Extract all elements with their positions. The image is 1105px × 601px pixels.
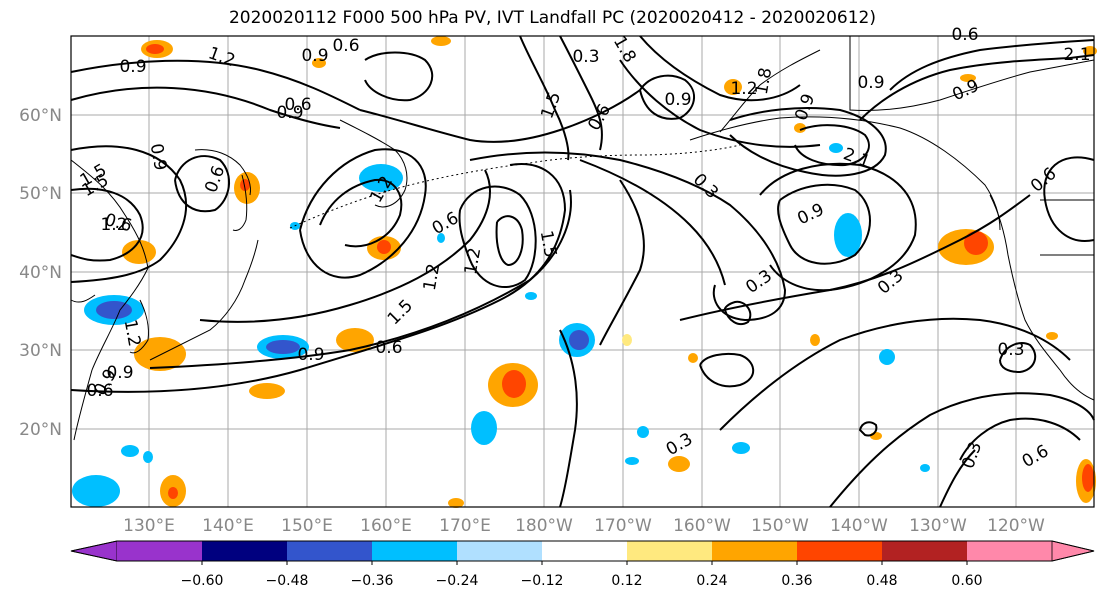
longitude-label: 140°W	[830, 516, 888, 536]
colorbar-tick-label: 0.12	[611, 573, 642, 589]
contour-label: 0.9	[276, 103, 303, 123]
colorbar-tick-label: −0.36	[351, 573, 394, 589]
pv-shading	[72, 36, 1097, 508]
contour-label: 0.9	[664, 90, 691, 110]
longitude-label: 130°W	[909, 516, 967, 536]
contour-label: 1.5	[536, 229, 560, 259]
longitude-label: 180°W	[515, 516, 573, 536]
colorbar-tick-label: 0.24	[696, 573, 727, 589]
graticule	[71, 36, 1094, 507]
contour-label: 1.2	[100, 215, 127, 235]
map-frame	[70, 35, 1095, 508]
latitude-label: 40°N	[19, 263, 62, 283]
contour-label: 0.3	[997, 340, 1024, 360]
contour-label: 0.3	[572, 47, 599, 67]
map-title: 2020020112 F000 500 hPa PV, IVT Landfall…	[228, 8, 876, 28]
colorbar-tick-label: 0.36	[781, 573, 812, 589]
latitude-labels: 60°N 50°N 40°N 30°N 20°N	[19, 106, 62, 440]
colorbar-segment	[287, 541, 372, 561]
contour-label: 1.8	[752, 66, 776, 96]
longitude-label: 150°E	[281, 516, 333, 536]
colorbar-segment	[117, 541, 202, 561]
contour-label: 0.9	[297, 345, 324, 365]
contour-label: 1.2	[420, 262, 444, 292]
colorbar-tick-labels: −0.60 −0.48 −0.36 −0.24 −0.12 0.12 0.24 0.36 0.4…	[181, 561, 983, 589]
contour-label: 1.2	[120, 318, 144, 348]
colorbar-tick-label: −0.12	[521, 573, 564, 589]
longitude-labels: 130°E 140°E 150°E 160°E 170°E 180°W 170°W 160°W…	[123, 516, 1045, 536]
colorbar-extend-min	[70, 540, 118, 562]
colorbar	[70, 540, 1095, 562]
contour-label: 0.6	[284, 95, 311, 115]
contour-label: 1.2	[461, 246, 485, 276]
longitude-label: 140°E	[202, 516, 254, 536]
contour-label: 0.9	[857, 73, 884, 93]
contour-label: 2.1	[1063, 45, 1090, 65]
colorbar-segment	[967, 541, 1052, 561]
pv-contours	[70, 35, 1095, 508]
longitude-label: 120°W	[987, 516, 1045, 536]
colorbar-tick-label: −0.48	[266, 573, 309, 589]
contour-label: 0.9	[106, 363, 133, 383]
colorbar-tick-label: 0.60	[951, 573, 982, 589]
longitude-label: 130°E	[123, 516, 175, 536]
longitude-label: 160°W	[673, 516, 731, 536]
colorbar-outline	[70, 540, 1095, 562]
longitude-label: 150°W	[751, 516, 809, 536]
contour-label: 0.6	[951, 25, 978, 45]
colorbar-segment	[882, 541, 967, 561]
colorbar-tick-label: −0.24	[436, 573, 479, 589]
colorbar-segment	[202, 541, 287, 561]
latitude-label: 60°N	[19, 106, 62, 126]
colorbar-tick-label: −0.60	[181, 573, 224, 589]
latitude-label: 30°N	[19, 341, 62, 361]
latitude-label: 20°N	[19, 420, 62, 440]
longitude-label: 170°W	[594, 516, 652, 536]
latitude-label: 50°N	[19, 184, 62, 204]
colorbar-segment	[627, 541, 712, 561]
longitude-label: 170°E	[439, 516, 491, 536]
colorbar-segment	[712, 541, 797, 561]
coastlines	[70, 36, 1095, 441]
colorbar-tick-label: 0.48	[866, 573, 897, 589]
colorbar-segment	[797, 541, 882, 561]
contour-label: 0.6	[332, 36, 359, 56]
contour-label: 0.9	[119, 57, 146, 77]
longitude-label: 160°E	[360, 516, 412, 536]
contour-label: 0.9	[146, 142, 170, 172]
contour-label: 1.2	[730, 79, 757, 99]
colorbar-extend-max	[1051, 540, 1095, 562]
contour-label: 0.6	[86, 381, 113, 401]
colorbar-segment	[457, 541, 542, 561]
colorbar-segment	[542, 541, 627, 561]
colorbar-segment	[372, 541, 457, 561]
contour-label: 0.9	[301, 46, 328, 66]
contour-label: 0.6	[375, 338, 402, 358]
